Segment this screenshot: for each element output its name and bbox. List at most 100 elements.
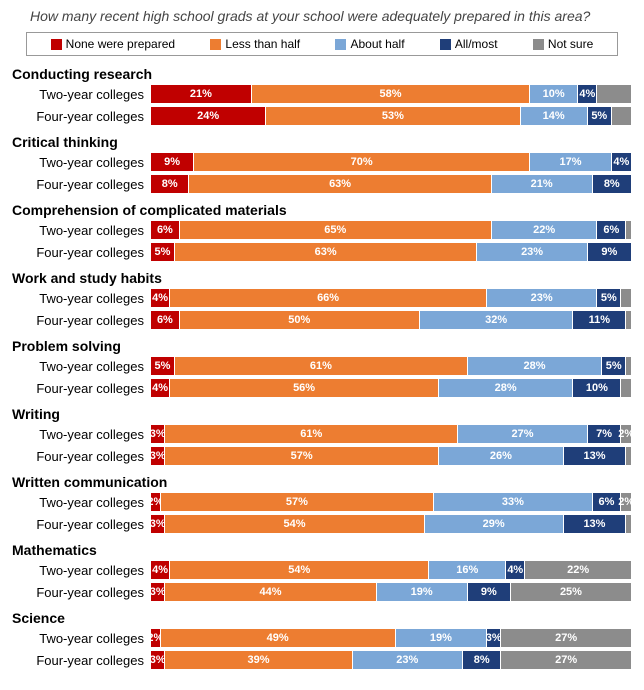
bar-segment: 14% [521,107,588,125]
stacked-bar: 6%50%32%11% [150,310,632,330]
bar-row: Four-year colleges4%56%28%10% [12,378,632,398]
category-title: Conducting research [12,66,632,82]
bar-row: Four-year colleges5%63%23%9% [12,242,632,262]
stacked-bar: 9%70%17%4% [150,152,632,172]
category-group: Written communicationTwo-year colleges2%… [12,474,632,534]
bar-segment: 61% [165,425,458,443]
stacked-bar: 2%57%33%6%2% [150,492,632,512]
bar-segment: 27% [501,629,631,647]
bar-segment: 25% [511,583,631,601]
legend-item: All/most [440,37,498,51]
legend-swatch [335,39,346,50]
bar-segment: 26% [439,447,564,465]
bar-segment: 54% [170,561,429,579]
bar-segment: 13% [564,515,626,533]
stacked-bar: 3%39%23%8%27% [150,650,632,670]
bar-segment: 17% [530,153,612,171]
legend-label: Less than half [225,37,300,51]
bar-segment: 22% [525,561,631,579]
bar-segment: 6% [151,311,180,329]
category-title: Problem solving [12,338,632,354]
legend-swatch [51,39,62,50]
category-group: WritingTwo-year colleges3%61%27%7%2%Four… [12,406,632,466]
bar-segment [621,289,631,307]
bar-segment: 27% [458,425,588,443]
bar-row: Four-year colleges3%39%23%8%27% [12,650,632,670]
bar-segment: 63% [189,175,491,193]
category-group: Problem solving Two-year colleges5%61%28%… [12,338,632,398]
category-title: Comprehension of complicated materials [12,202,632,218]
row-label: Four-year colleges [12,585,150,600]
category-group: Science Two-year colleges2%49%19%3%27%Fou… [12,610,632,670]
bar-segment: 56% [170,379,439,397]
row-label: Two-year colleges [12,87,150,102]
bar-row: Two-year colleges21%58%10%4% [12,84,632,104]
bar-segment: 39% [165,651,352,669]
legend-label: About half [350,37,404,51]
chart-body: Conducting researchTwo-year colleges21%5… [12,66,632,670]
category-group: Work and study habitsTwo-year colleges4%… [12,270,632,330]
stacked-bar: 5%63%23%9% [150,242,632,262]
bar-segment: 5% [588,107,612,125]
bar-row: Two-year colleges9%70%17%4% [12,152,632,172]
row-label: Four-year colleges [12,313,150,328]
bar-segment [626,311,631,329]
chart-title: How many recent high school grads at you… [30,8,632,24]
row-label: Two-year colleges [12,563,150,578]
stacked-bar: 5%61%28%5% [150,356,632,376]
category-title: Science [12,610,632,626]
bar-row: Four-year colleges24%53%14%5% [12,106,632,126]
bar-segment [621,379,631,397]
stacked-bar: 3%44%19%9%25% [150,582,632,602]
bar-segment: 13% [564,447,626,465]
stacked-bar: 3%61%27%7%2% [150,424,632,444]
bar-row: Two-year colleges4%66%23%5% [12,288,632,308]
bar-segment: 53% [266,107,520,125]
bar-segment [612,107,631,125]
bar-segment: 21% [492,175,593,193]
bar-segment: 9% [468,583,511,601]
category-title: Critical thinking [12,134,632,150]
bar-row: Two-year colleges2%49%19%3%27% [12,628,632,648]
bar-segment: 2% [151,493,161,511]
bar-segment: 22% [492,221,598,239]
legend-swatch [440,39,451,50]
bar-segment: 10% [530,85,578,103]
bar-segment: 66% [170,289,487,307]
bar-segment: 23% [487,289,597,307]
bar-segment: 57% [165,447,439,465]
legend-item: None were prepared [51,37,175,51]
bar-segment: 58% [252,85,530,103]
bar-row: Four-year colleges6%50%32%11% [12,310,632,330]
bar-segment: 3% [151,447,165,465]
bar-segment: 8% [593,175,631,193]
bar-segment [597,85,631,103]
bar-segment: 70% [194,153,530,171]
bar-segment: 4% [151,561,170,579]
bar-segment: 54% [165,515,424,533]
row-label: Two-year colleges [12,155,150,170]
bar-segment: 16% [429,561,506,579]
stacked-bar: 3%57%26%13% [150,446,632,466]
bar-row: Two-year colleges6%65%22%6% [12,220,632,240]
bar-segment: 6% [593,493,622,511]
row-label: Two-year colleges [12,631,150,646]
legend: None were prepared Less than half About ha… [26,32,618,56]
bar-segment: 8% [463,651,501,669]
bar-segment: 23% [353,651,463,669]
row-label: Four-year colleges [12,245,150,260]
row-label: Two-year colleges [12,359,150,374]
stacked-bar: 4%66%23%5% [150,288,632,308]
row-label: Four-year colleges [12,109,150,124]
bar-segment: 29% [425,515,564,533]
category-title: Writing [12,406,632,422]
row-label: Two-year colleges [12,223,150,238]
category-group: MathematicsTwo-year colleges4%54%16%4%22… [12,542,632,602]
category-group: Critical thinking Two-year colleges9%70%1… [12,134,632,194]
row-label: Four-year colleges [12,177,150,192]
bar-segment: 3% [151,583,165,601]
bar-segment: 32% [420,311,574,329]
category-group: Comprehension of complicated materials Tw… [12,202,632,262]
bar-segment [626,357,631,375]
bar-segment: 27% [501,651,631,669]
